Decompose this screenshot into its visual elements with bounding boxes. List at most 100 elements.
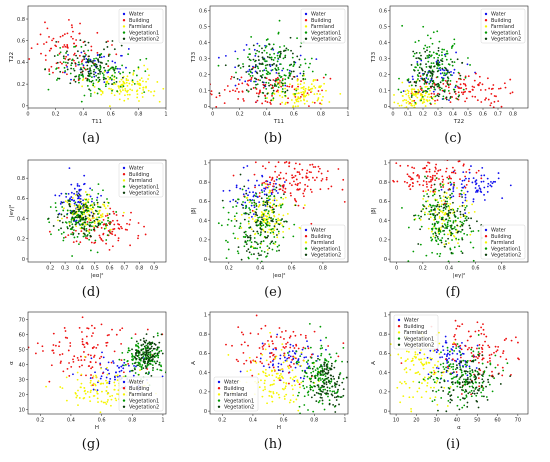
point-building bbox=[441, 181, 444, 183]
point-farmland bbox=[415, 371, 418, 374]
point-water bbox=[239, 187, 242, 190]
point-farmland bbox=[291, 369, 294, 372]
point-vegetation2 bbox=[285, 220, 288, 223]
point-farmland bbox=[100, 216, 102, 219]
point-farmland bbox=[90, 389, 92, 392]
point-farmland bbox=[307, 93, 310, 96]
x-tick-label: 1 bbox=[164, 112, 167, 118]
point-building bbox=[246, 83, 249, 86]
point-vegetation1 bbox=[339, 372, 342, 374]
point-water bbox=[108, 380, 111, 383]
point-farmland bbox=[271, 204, 274, 207]
point-water bbox=[73, 187, 76, 190]
point-farmland bbox=[101, 390, 103, 393]
point-vegetation2 bbox=[328, 402, 331, 405]
point-vegetation1 bbox=[91, 79, 94, 82]
point-building bbox=[299, 181, 301, 184]
point-building bbox=[60, 360, 62, 363]
point-vegetation2 bbox=[445, 96, 448, 99]
point-vegetation2 bbox=[146, 343, 149, 345]
point-vegetation1 bbox=[447, 204, 450, 207]
legend-marker bbox=[217, 399, 221, 402]
point-farmland bbox=[281, 368, 284, 371]
point-farmland bbox=[393, 101, 396, 104]
point-vegetation2 bbox=[463, 209, 466, 211]
point-vegetation2 bbox=[444, 245, 446, 248]
point-vegetation2 bbox=[316, 373, 319, 376]
point-farmland bbox=[411, 88, 414, 91]
point-vegetation1 bbox=[55, 68, 57, 70]
legend-label: Vegetation1 bbox=[129, 30, 159, 36]
point-vegetation1 bbox=[328, 353, 331, 356]
legend: WaterBuildingFarmlandVegetation1Vegetati… bbox=[300, 224, 346, 260]
point-building bbox=[230, 77, 232, 80]
point-vegetation2 bbox=[60, 213, 63, 216]
point-farmland bbox=[146, 68, 149, 71]
point-water bbox=[68, 167, 71, 170]
point-farmland bbox=[271, 383, 274, 386]
point-water bbox=[464, 193, 467, 196]
point-building bbox=[480, 332, 483, 335]
point-vegetation2 bbox=[260, 197, 263, 200]
point-vegetation2 bbox=[345, 376, 348, 379]
point-building bbox=[305, 175, 308, 178]
y-tick-label: 0.4 bbox=[199, 218, 207, 224]
point-vegetation1 bbox=[452, 88, 455, 91]
x-tick-label: 0.2 bbox=[36, 418, 44, 424]
point-vegetation1 bbox=[293, 63, 296, 66]
point-farmland bbox=[423, 376, 426, 379]
point-building bbox=[287, 371, 290, 374]
point-building bbox=[70, 24, 73, 27]
point-farmland bbox=[300, 91, 303, 94]
point-water bbox=[286, 357, 289, 360]
point-vegetation1 bbox=[425, 66, 428, 68]
point-vegetation1 bbox=[449, 196, 452, 199]
point-water bbox=[79, 194, 82, 197]
point-vegetation1 bbox=[400, 91, 403, 94]
x-tick-label: 0.8 bbox=[128, 418, 136, 424]
point-farmland bbox=[266, 97, 268, 99]
point-farmland bbox=[320, 85, 322, 87]
point-farmland bbox=[103, 205, 106, 208]
point-vegetation2 bbox=[299, 45, 302, 48]
point-building bbox=[84, 68, 87, 71]
point-farmland bbox=[122, 80, 125, 83]
point-vegetation2 bbox=[88, 214, 91, 217]
point-building bbox=[454, 343, 457, 346]
point-farmland bbox=[429, 397, 432, 400]
point-vegetation1 bbox=[80, 100, 83, 103]
point-vegetation2 bbox=[92, 59, 95, 62]
point-water bbox=[300, 353, 303, 356]
point-vegetation1 bbox=[417, 69, 420, 72]
point-vegetation2 bbox=[154, 343, 157, 346]
point-vegetation2 bbox=[144, 351, 146, 354]
point-vegetation1 bbox=[250, 245, 253, 248]
point-vegetation1 bbox=[238, 227, 241, 230]
point-water bbox=[114, 376, 116, 379]
point-farmland bbox=[109, 395, 111, 398]
point-farmland bbox=[436, 365, 439, 368]
point-building bbox=[80, 359, 83, 362]
point-vegetation1 bbox=[437, 377, 439, 380]
point-farmland bbox=[90, 384, 93, 387]
point-vegetation2 bbox=[325, 363, 328, 366]
point-vegetation2 bbox=[418, 72, 421, 75]
point-building bbox=[73, 52, 76, 55]
point-vegetation2 bbox=[467, 217, 470, 220]
point-farmland bbox=[234, 218, 236, 220]
point-vegetation1 bbox=[457, 238, 460, 241]
point-building bbox=[291, 176, 294, 179]
point-water bbox=[474, 180, 477, 183]
point-building bbox=[270, 335, 272, 338]
point-water bbox=[111, 60, 114, 63]
point-vegetation1 bbox=[401, 24, 404, 27]
point-building bbox=[434, 179, 437, 182]
point-water bbox=[497, 177, 500, 180]
point-water bbox=[452, 186, 455, 189]
axes-frame bbox=[389, 159, 529, 263]
point-farmland bbox=[288, 367, 290, 369]
y-tick-label: 20 bbox=[19, 392, 25, 398]
point-farmland bbox=[267, 185, 270, 188]
point-farmland bbox=[405, 350, 408, 353]
point-vegetation1 bbox=[432, 31, 435, 34]
